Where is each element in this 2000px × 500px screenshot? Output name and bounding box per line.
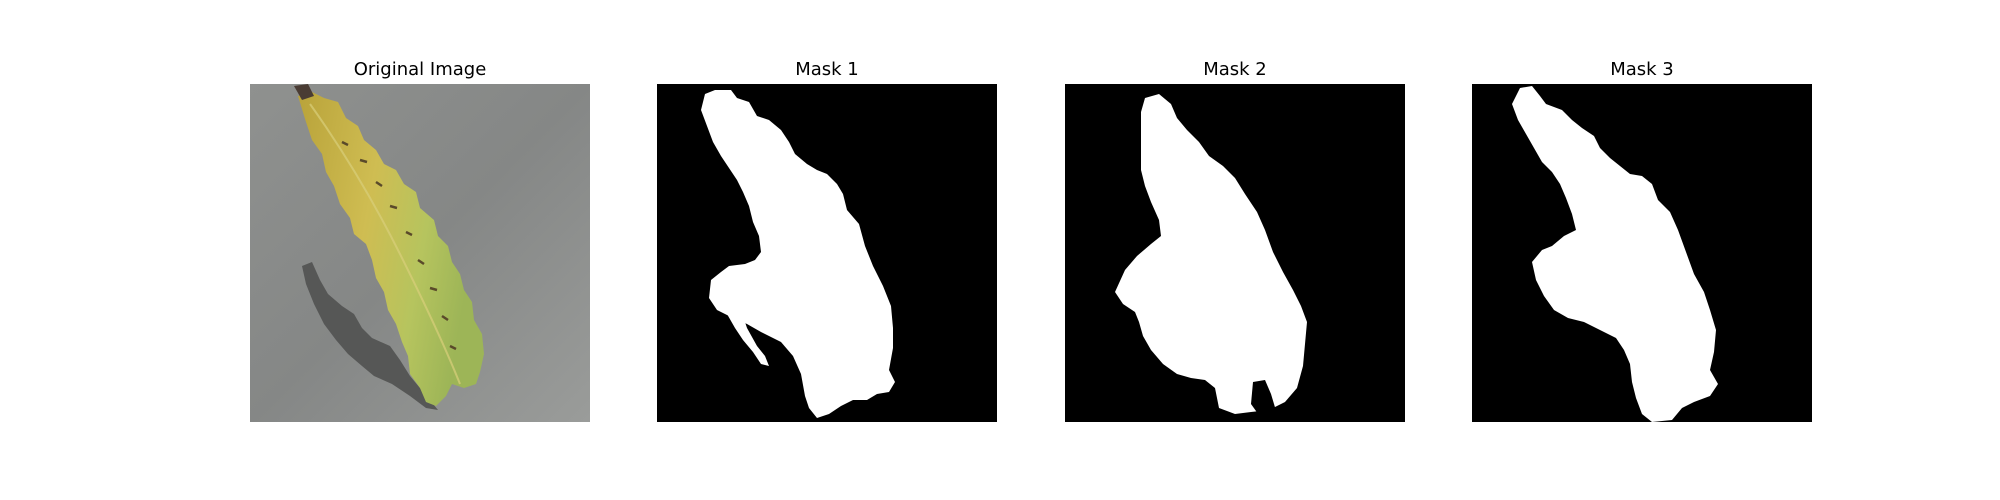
panel-original-image: Original Image — [250, 0, 590, 500]
panel-mask-1: Mask 1 — [657, 0, 997, 500]
mask-island — [727, 298, 769, 366]
panel-title: Mask 2 — [1203, 59, 1267, 80]
panel-title: Original Image — [353, 59, 487, 80]
leaf-shadow — [302, 262, 438, 410]
mask-foreground — [1512, 86, 1718, 422]
mask-3-image — [1472, 84, 1812, 422]
mask-foreground — [701, 90, 895, 418]
leaf-midrib — [309, 103, 461, 385]
panel-mask-3: Mask 3 — [1472, 0, 1812, 500]
mask-notch — [1251, 380, 1277, 418]
panel-title: Mask 1 — [795, 59, 859, 80]
mask-2-image — [1065, 84, 1405, 422]
leaf-dark-spots — [341, 140, 457, 351]
panel-title: Mask 3 — [1610, 59, 1674, 80]
mask-foreground — [1115, 94, 1307, 414]
leaf-corner-dark — [294, 84, 314, 100]
mask-1-image — [657, 84, 997, 422]
panel-mask-2: Mask 2 — [1065, 0, 1405, 500]
leaf — [298, 92, 484, 406]
original-image — [250, 84, 590, 422]
mask-hole — [1552, 220, 1566, 240]
